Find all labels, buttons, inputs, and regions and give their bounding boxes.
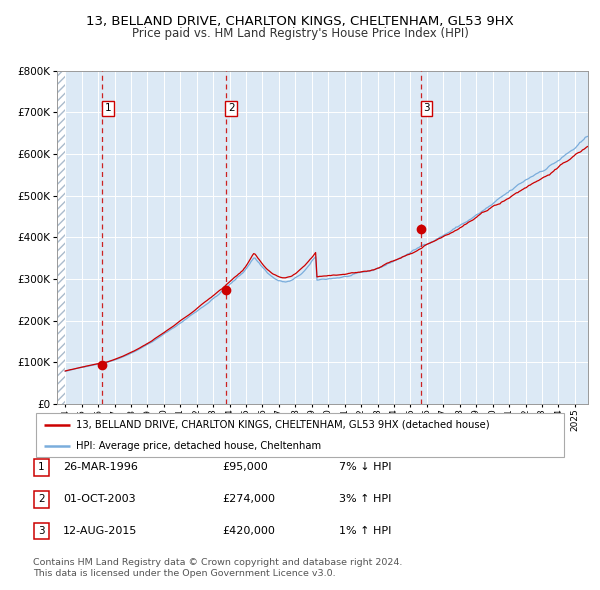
FancyBboxPatch shape [34, 459, 49, 476]
Text: 1% ↑ HPI: 1% ↑ HPI [339, 526, 391, 536]
Text: Contains HM Land Registry data © Crown copyright and database right 2024.: Contains HM Land Registry data © Crown c… [33, 558, 403, 566]
Text: 1: 1 [104, 103, 111, 113]
Text: 1: 1 [38, 463, 45, 472]
FancyBboxPatch shape [36, 413, 564, 457]
Text: 7% ↓ HPI: 7% ↓ HPI [339, 463, 391, 472]
Text: 2: 2 [228, 103, 235, 113]
FancyBboxPatch shape [34, 523, 49, 539]
Text: HPI: Average price, detached house, Cheltenham: HPI: Average price, detached house, Chel… [76, 441, 321, 451]
Text: 3: 3 [38, 526, 45, 536]
Text: This data is licensed under the Open Government Licence v3.0.: This data is licensed under the Open Gov… [33, 569, 335, 578]
Text: 3: 3 [423, 103, 430, 113]
Bar [57, 71, 65, 404]
Text: 13, BELLAND DRIVE, CHARLTON KINGS, CHELTENHAM, GL53 9HX (detached house): 13, BELLAND DRIVE, CHARLTON KINGS, CHELT… [76, 420, 489, 430]
FancyBboxPatch shape [34, 491, 49, 507]
Text: 3% ↑ HPI: 3% ↑ HPI [339, 494, 391, 504]
Text: 12-AUG-2015: 12-AUG-2015 [63, 526, 137, 536]
Text: 26-MAR-1996: 26-MAR-1996 [63, 463, 138, 472]
Text: 01-OCT-2003: 01-OCT-2003 [63, 494, 136, 504]
Text: Price paid vs. HM Land Registry's House Price Index (HPI): Price paid vs. HM Land Registry's House … [131, 27, 469, 40]
Text: 13, BELLAND DRIVE, CHARLTON KINGS, CHELTENHAM, GL53 9HX: 13, BELLAND DRIVE, CHARLTON KINGS, CHELT… [86, 15, 514, 28]
Text: £420,000: £420,000 [222, 526, 275, 536]
Text: £274,000: £274,000 [222, 494, 275, 504]
Text: 2: 2 [38, 494, 45, 504]
Text: £95,000: £95,000 [222, 463, 268, 472]
